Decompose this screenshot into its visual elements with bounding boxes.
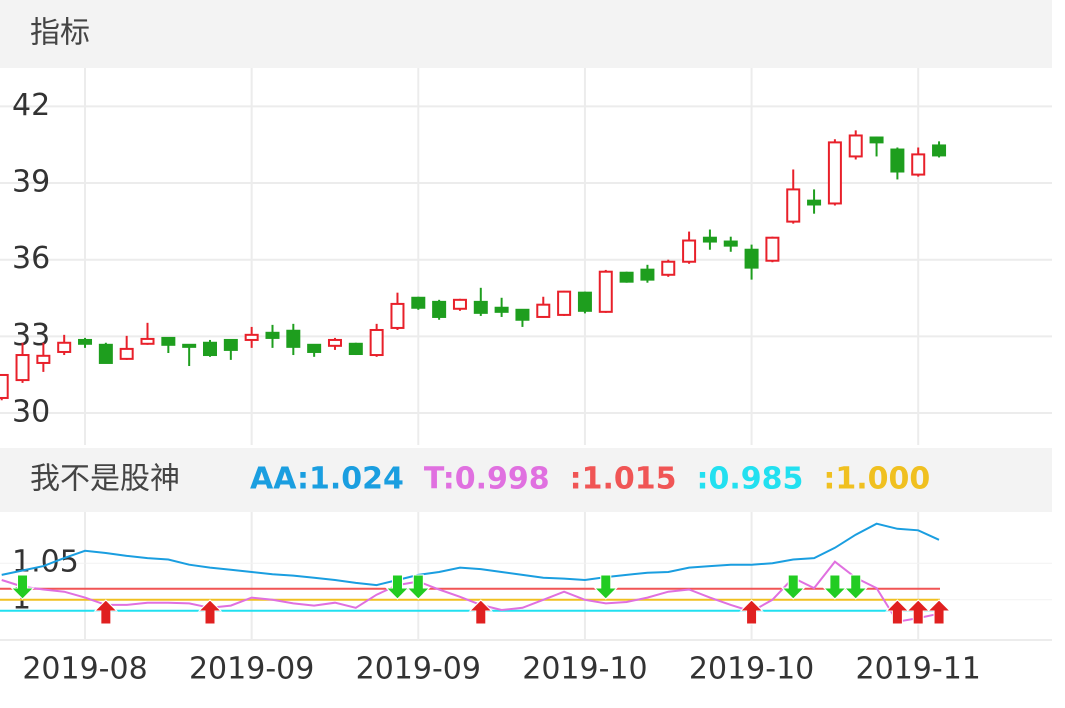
legend-entry: :0.985 — [697, 462, 804, 497]
candle-body — [98, 343, 113, 364]
candle-body — [390, 302, 405, 329]
candle-body — [786, 188, 801, 223]
sell-arrow — [10, 574, 35, 600]
candle-body — [452, 298, 467, 310]
candle-body — [744, 248, 759, 269]
y-tick-label: 33 — [12, 318, 50, 353]
candle-body — [119, 347, 134, 360]
candle-body — [348, 342, 363, 356]
candle-body — [0, 373, 9, 399]
candle-body — [536, 303, 551, 318]
y-tick-label: 30 — [12, 395, 50, 430]
candle-body — [848, 134, 863, 158]
y-tick-label: 1.05 — [12, 545, 79, 580]
legend: AA:1.024 T:0.998 :1.015 :0.985 :1.000 — [250, 462, 930, 497]
candle-body — [765, 236, 780, 262]
sell-arrow — [843, 574, 868, 600]
candle-body — [265, 331, 280, 339]
candle-body — [36, 354, 51, 364]
candle-body — [869, 136, 884, 144]
legend-entry: :1.015 — [570, 462, 677, 497]
candle-body — [203, 341, 217, 357]
y-tick-label: 36 — [12, 241, 50, 276]
sell-arrow — [593, 574, 618, 600]
sell-arrow — [822, 574, 848, 600]
candle-body — [661, 260, 676, 276]
x-tick-label: 2019-08 — [22, 652, 147, 687]
candle-body — [411, 296, 426, 309]
buy-arrow — [197, 599, 223, 625]
candle-body — [577, 291, 592, 312]
candle-body — [640, 268, 655, 281]
candle-body — [515, 308, 530, 321]
legend-entry: T:0.998 — [424, 462, 550, 497]
candle-body — [702, 236, 717, 243]
candle-body — [807, 199, 822, 206]
candle-body — [494, 306, 509, 313]
header-title: 指标 — [30, 16, 90, 51]
x-tick-label: 2019-10 — [522, 652, 647, 687]
candle-body — [890, 148, 905, 173]
y-tick-label: 42 — [12, 88, 50, 123]
candle-body — [57, 341, 72, 353]
candle-body — [307, 343, 322, 353]
sell-arrow — [781, 574, 806, 600]
buy-arrow — [739, 599, 764, 625]
candle-body — [473, 300, 488, 314]
candle-body — [78, 338, 93, 345]
candle-body — [161, 336, 176, 346]
candle-body — [223, 338, 238, 351]
x-tick-label: 2019-11 — [856, 652, 981, 687]
candle-body — [432, 300, 447, 318]
x-tick-label: 2019-10 — [689, 652, 814, 687]
header-bar — [0, 0, 1052, 68]
legend-entry: :1.000 — [823, 462, 930, 497]
candle-body — [619, 271, 634, 283]
candle-body — [15, 354, 30, 382]
candle-body — [723, 240, 738, 247]
indicator-line — [1, 522, 940, 587]
candle-body — [369, 328, 384, 357]
candle-body — [598, 270, 613, 313]
x-tick-label: 2019-09 — [189, 652, 314, 687]
buy-arrow — [926, 599, 952, 625]
candle-body — [286, 329, 301, 348]
candle-body — [911, 153, 926, 176]
candle-body — [327, 338, 342, 347]
x-tick-label: 2019-09 — [356, 652, 481, 687]
y-tick-label: 39 — [12, 165, 50, 200]
indicator-bar — [0, 448, 1052, 512]
candle-body — [244, 333, 259, 341]
candle-body — [827, 141, 842, 205]
sell-arrow — [406, 574, 431, 600]
candle-body — [557, 290, 572, 316]
candle-body — [182, 343, 197, 348]
candle-body — [682, 239, 697, 263]
legend-entry: AA:1.024 — [250, 462, 404, 497]
candle-body — [140, 337, 155, 345]
buy-arrow — [93, 599, 119, 625]
indicator-title: 我不是股神 — [30, 462, 180, 497]
candle-body — [932, 144, 947, 157]
buy-arrow — [468, 599, 493, 625]
